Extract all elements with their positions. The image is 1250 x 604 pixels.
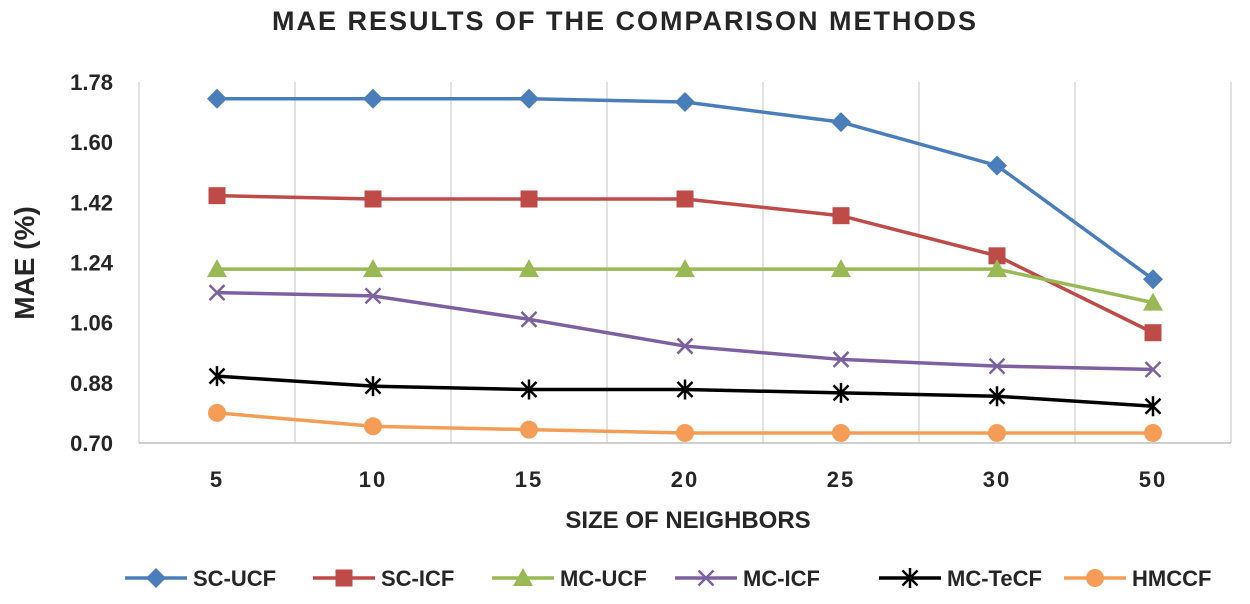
triangle-marker [1143, 292, 1163, 311]
triangle-marker [363, 259, 383, 278]
x-marker [697, 569, 715, 587]
diamond-marker [831, 112, 851, 133]
y-tick-label: 1.24 [70, 251, 114, 276]
circle-marker [1144, 423, 1162, 442]
square-marker [208, 187, 226, 205]
square-marker [676, 190, 694, 208]
series-mc-tecf [208, 366, 1162, 417]
diamond-marker [146, 568, 166, 588]
x-marker [208, 284, 226, 301]
square-marker [364, 190, 382, 208]
legend-label: MC-ICF [743, 566, 820, 591]
x-marker [1144, 361, 1162, 378]
diamond-marker [675, 92, 695, 113]
legend-label: SC-ICF [381, 566, 454, 591]
diamond-marker [519, 88, 539, 109]
star-marker [1144, 396, 1162, 417]
circle-marker [208, 403, 226, 422]
x-marker [364, 287, 382, 305]
square-marker [335, 569, 353, 587]
square-marker [1144, 324, 1162, 342]
star-marker [520, 379, 538, 400]
x-tick-label: 15 [515, 467, 543, 492]
star-marker [208, 366, 226, 387]
triangle-marker [519, 259, 539, 278]
triangle-marker [675, 259, 695, 278]
y-tick-label: 0.70 [70, 431, 113, 456]
series-line [217, 96, 1155, 281]
legend-label: MC-TeCF [947, 566, 1042, 591]
legend-item: MC-UCF [492, 566, 647, 591]
series-sc-icf [208, 187, 1162, 342]
y-tick-label: 0.88 [70, 371, 113, 396]
x-tick-label: 50 [1139, 467, 1167, 492]
diamond-marker [1143, 269, 1163, 290]
star-marker [364, 376, 382, 397]
x-tick-label: 25 [827, 467, 855, 492]
square-marker [832, 207, 850, 225]
circle-marker [832, 423, 850, 442]
diamond-marker [207, 88, 227, 109]
x-marker [832, 351, 850, 368]
circle-marker [1086, 569, 1104, 587]
star-marker [901, 568, 919, 588]
star-marker [988, 386, 1006, 407]
y-tick-label: 1.78 [70, 70, 113, 95]
legend-item: HMCCF [1064, 566, 1211, 591]
x-axis-label: SIZE OF NEIGHBORS [565, 507, 810, 534]
legend-item: MC-TeCF [879, 566, 1042, 591]
circle-marker [676, 423, 694, 442]
circle-marker [520, 420, 538, 439]
triangle-marker [987, 259, 1007, 278]
x-marker [520, 310, 538, 328]
circle-marker [364, 417, 382, 436]
series-hmccf [208, 403, 1162, 442]
triangle-marker [831, 259, 851, 278]
diamond-marker [363, 88, 383, 109]
x-tick-label: 20 [671, 467, 699, 492]
y-axis-label: MAE (%) [9, 206, 40, 320]
series-mc-icf [208, 284, 1162, 378]
legend-label: MC-UCF [560, 566, 647, 591]
square-marker [988, 247, 1006, 265]
x-tick-label: 5 [210, 467, 224, 492]
legend-label: SC-UCF [193, 566, 276, 591]
legend-item: SC-ICF [313, 566, 454, 591]
series-line [216, 290, 1154, 372]
x-tick-label: 10 [359, 467, 387, 492]
legend-label: HMCCF [1132, 566, 1211, 591]
x-tick-label: 30 [983, 467, 1011, 492]
square-marker [520, 190, 538, 208]
diamond-marker [987, 155, 1007, 176]
x-marker [988, 357, 1006, 375]
triangle-marker [207, 259, 227, 278]
triangle-marker [513, 568, 533, 586]
star-marker [676, 379, 694, 400]
y-tick-label: 1.42 [70, 190, 113, 215]
y-tick-label: 1.06 [70, 311, 113, 336]
legend-item: MC-ICF [675, 566, 820, 591]
x-marker [676, 337, 694, 355]
chart-title: MAE RESULTS OF THE COMPARISON METHODS [272, 6, 978, 36]
series-mc-ucf [207, 259, 1163, 311]
y-tick-label: 1.60 [70, 130, 113, 155]
legend-item: SC-UCF [125, 566, 276, 591]
series-sc-ucf [207, 88, 1163, 290]
star-marker [832, 382, 850, 403]
circle-marker [988, 423, 1006, 442]
